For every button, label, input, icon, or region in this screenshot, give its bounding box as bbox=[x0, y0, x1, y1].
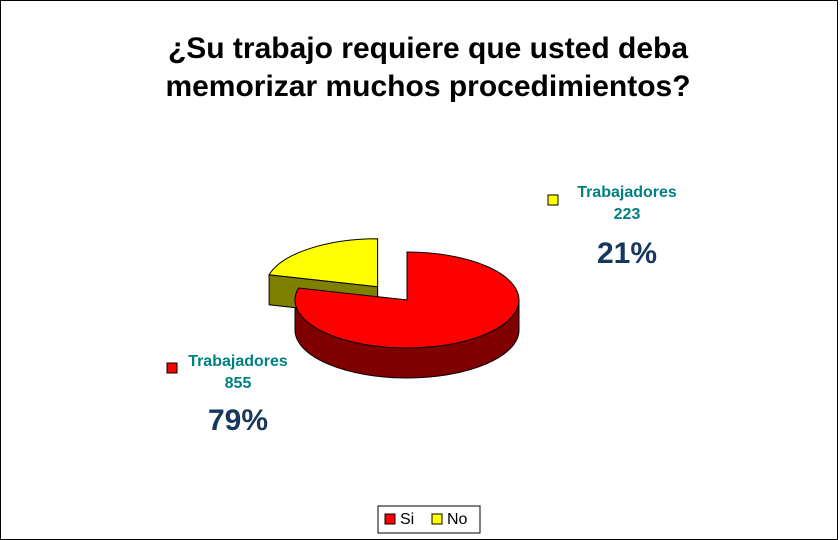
legend-label: Si bbox=[400, 511, 414, 528]
data-label-percent: 79% bbox=[208, 404, 268, 437]
data-label-name: Trabajadores bbox=[188, 353, 288, 370]
data-label-name: Trabajadores bbox=[577, 184, 677, 201]
legend-swatch bbox=[431, 513, 443, 525]
legend-label: No bbox=[447, 511, 468, 528]
data-label-count: 223 bbox=[614, 206, 641, 223]
pie-slice bbox=[268, 238, 379, 288]
chart-title: ¿Su trabajo requiere que usted deba memo… bbox=[165, 32, 691, 103]
data-label-percent: 21% bbox=[597, 237, 657, 270]
legend-swatch bbox=[384, 513, 396, 525]
data-label-count: 855 bbox=[225, 375, 252, 392]
label-key bbox=[166, 362, 178, 374]
label-key bbox=[547, 194, 559, 206]
pie-slice bbox=[294, 251, 520, 349]
